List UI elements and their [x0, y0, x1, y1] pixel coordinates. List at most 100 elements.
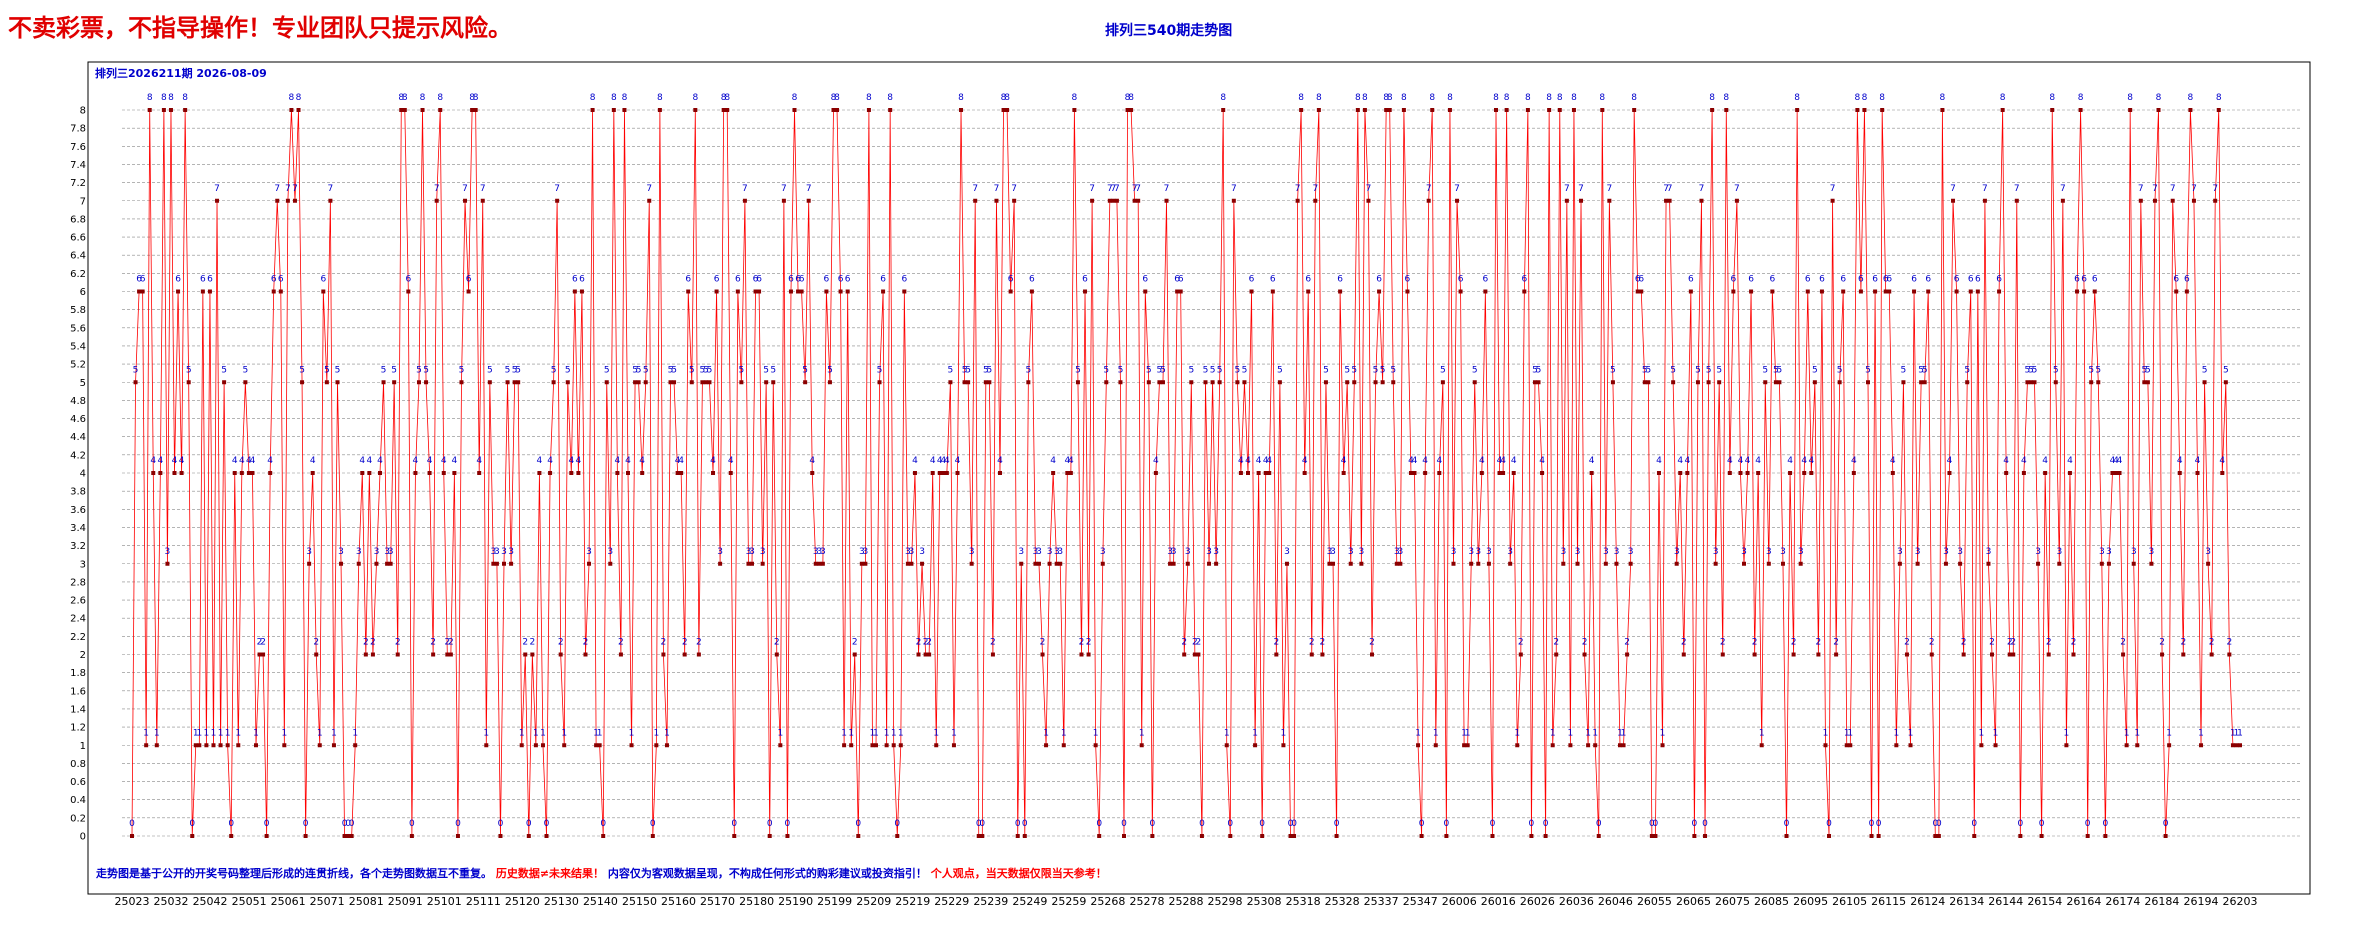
- data-label: 5: [459, 365, 465, 375]
- data-label: 5: [1901, 365, 1907, 375]
- data-point: [292, 198, 297, 203]
- data-label: 6: [1521, 275, 1527, 285]
- data-point: [1873, 289, 1878, 294]
- data-point: [1890, 471, 1895, 475]
- x-tick-label: 25268: [1090, 895, 1125, 908]
- data-point: [2188, 108, 2193, 112]
- data-point: [1851, 471, 1856, 475]
- data-point: [718, 561, 723, 566]
- data-label: 5: [948, 365, 954, 375]
- data-label: 8: [1004, 93, 1010, 103]
- data-label: 1: [2064, 728, 2070, 738]
- data-point: [2043, 471, 2048, 475]
- data-label: 4: [639, 456, 645, 466]
- data-label: 2: [1816, 638, 1822, 648]
- data-point: [448, 652, 453, 657]
- data-label: 1: [561, 728, 567, 738]
- data-label: 4: [1755, 456, 1761, 466]
- data-point: [1469, 561, 1474, 566]
- x-tick-label: 25023: [115, 895, 150, 908]
- data-point: [1323, 380, 1328, 385]
- data-point: [2135, 743, 2140, 748]
- data-point: [239, 471, 244, 475]
- data-label: 3: [1167, 547, 1173, 557]
- data-label: 7: [1454, 184, 1460, 194]
- data-label: 5: [1242, 365, 1248, 375]
- data-point: [1678, 471, 1683, 475]
- data-point: [1462, 743, 1467, 748]
- data-point: [647, 198, 652, 203]
- data-point: [317, 743, 322, 748]
- data-point: [363, 652, 368, 657]
- x-tick-label: 25120: [505, 895, 540, 908]
- data-label: 0: [2103, 819, 2109, 829]
- data-label: 8: [1125, 93, 1131, 103]
- data-label: 4: [940, 456, 946, 466]
- data-point: [438, 108, 443, 112]
- data-point: [1703, 834, 1708, 838]
- data-point: [1685, 471, 1690, 475]
- data-point: [587, 561, 592, 566]
- data-point: [1869, 834, 1874, 838]
- x-tick-label: 25170: [700, 895, 735, 908]
- data-label: 5: [2053, 365, 2059, 375]
- data-label: 8: [657, 93, 663, 103]
- data-point: [339, 561, 344, 566]
- data-label: 3: [1348, 547, 1354, 557]
- y-tick-label: 7.8: [70, 124, 86, 135]
- data-point: [1823, 743, 1828, 748]
- y-tick-label: 0: [80, 832, 86, 843]
- data-point: [920, 561, 925, 566]
- data-label: 4: [537, 456, 543, 466]
- data-label: 8: [692, 93, 698, 103]
- x-tick-label: 26105: [1832, 895, 1867, 908]
- data-point: [576, 471, 581, 475]
- data-label: 2: [558, 638, 564, 648]
- data-point: [664, 743, 669, 748]
- data-label: 6: [175, 275, 181, 285]
- data-point: [661, 652, 666, 657]
- data-point: [1738, 471, 1743, 475]
- data-point: [236, 743, 241, 748]
- data-label: 0: [1702, 819, 1708, 829]
- data-label: 4: [997, 456, 1003, 466]
- data-label: 1: [933, 728, 939, 738]
- data-point: [2131, 561, 2136, 566]
- data-point: [633, 380, 638, 385]
- data-point: [271, 289, 276, 294]
- x-tick-label: 25239: [973, 895, 1008, 908]
- data-point: [1575, 561, 1580, 566]
- data-label: 6: [207, 275, 213, 285]
- data-point: [300, 380, 305, 385]
- data-point: [1614, 561, 1619, 566]
- data-point: [1210, 380, 1215, 385]
- data-point: [1384, 108, 1389, 112]
- x-tick-label: 25249: [1012, 895, 1047, 908]
- data-label: 3: [1943, 547, 1949, 557]
- data-point: [1455, 198, 1460, 203]
- data-label: 8: [1631, 93, 1637, 103]
- data-point: [1731, 289, 1736, 294]
- data-point: [959, 108, 964, 112]
- data-point: [1348, 561, 1353, 566]
- x-tick-label: 26046: [1598, 895, 1633, 908]
- data-point: [1894, 743, 1899, 748]
- data-label: 0: [1936, 819, 1942, 829]
- data-label: 2: [1273, 638, 1279, 648]
- data-point: [1639, 289, 1644, 294]
- data-label: 3: [1628, 547, 1634, 557]
- data-label: 8: [168, 93, 174, 103]
- data-label: 1: [1415, 728, 1421, 738]
- data-label: 0: [1826, 819, 1832, 829]
- data-point: [1508, 561, 1513, 566]
- data-point: [654, 743, 659, 748]
- data-label: 6: [1731, 275, 1737, 285]
- data-label: 2: [2046, 638, 2052, 648]
- data-label: 7: [972, 184, 978, 194]
- data-label: 8: [398, 93, 404, 103]
- data-point: [594, 743, 599, 748]
- y-tick-label: 2.4: [70, 614, 86, 625]
- data-point: [1274, 652, 1279, 657]
- x-tick-label: 26134: [1949, 895, 1984, 908]
- data-point: [183, 108, 188, 112]
